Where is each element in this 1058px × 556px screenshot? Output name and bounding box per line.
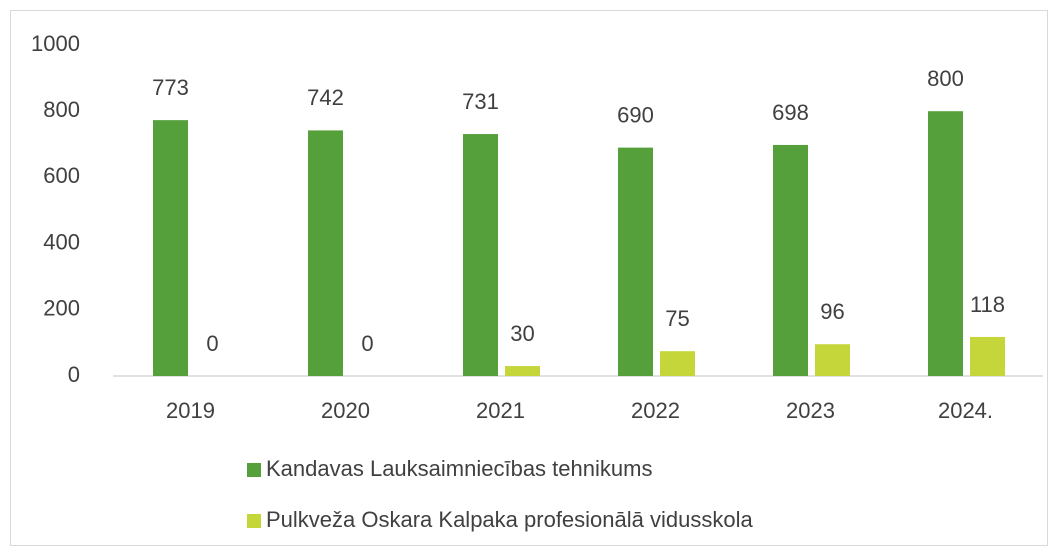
- legend-label: Pulkveža Oskara Kalpaka profesionālā vid…: [266, 507, 753, 532]
- x-tick-label: 2023: [786, 398, 835, 423]
- value-label: 742: [307, 85, 344, 110]
- value-label: 118: [970, 292, 1005, 317]
- bar: [153, 120, 188, 377]
- bar: [815, 344, 850, 376]
- y-tick-label: 200: [43, 296, 80, 321]
- bar: [773, 144, 808, 376]
- legend-swatch: [247, 463, 261, 477]
- x-tick-label: 2019: [166, 398, 215, 423]
- value-label: 800: [927, 66, 964, 91]
- y-tick-label: 800: [43, 97, 80, 122]
- bar: [928, 111, 963, 376]
- bar: [463, 134, 498, 376]
- value-label: 773: [152, 75, 189, 100]
- x-tick-label: 2022: [631, 398, 680, 423]
- bar: [308, 130, 343, 376]
- bar: [505, 366, 540, 376]
- bar: [618, 147, 653, 376]
- value-label: 731: [462, 89, 499, 114]
- x-tick-label: 2024.: [938, 398, 993, 423]
- legend-swatch: [247, 514, 261, 528]
- bar: [660, 351, 695, 376]
- value-label: 698: [772, 100, 809, 125]
- value-label: 690: [617, 102, 654, 127]
- x-tick-label: 2021: [476, 398, 525, 423]
- bar: [970, 336, 1005, 376]
- x-tick-label: 2020: [321, 398, 370, 423]
- y-tick-label: 0: [68, 362, 80, 387]
- y-tick-label: 1000: [31, 31, 80, 56]
- y-tick-label: 400: [43, 229, 80, 254]
- value-label: 30: [510, 321, 534, 346]
- value-label: 96: [820, 299, 844, 324]
- value-label: 0: [206, 331, 218, 356]
- legend-label: Kandavas Lauksaimniecības tehnikums: [266, 456, 652, 481]
- value-label: 75: [665, 306, 689, 331]
- y-tick-label: 600: [43, 163, 80, 188]
- value-label: 0: [361, 331, 373, 356]
